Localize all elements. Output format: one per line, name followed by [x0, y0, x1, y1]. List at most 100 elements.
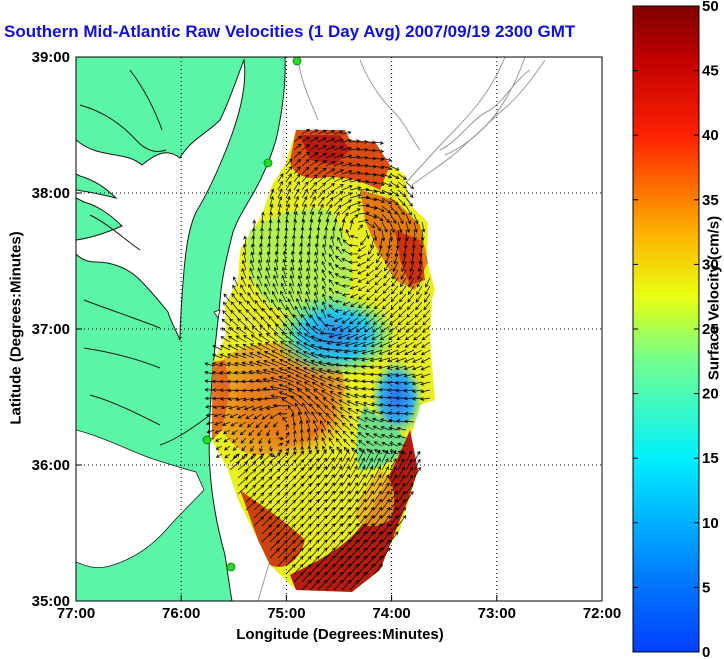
velocity-arrow	[238, 300, 247, 311]
velocity-arrow	[325, 175, 336, 183]
velocity-arrow	[373, 555, 383, 567]
velocity-arrow	[365, 148, 377, 153]
velocity-arrow	[382, 293, 391, 302]
velocity-arrow	[392, 269, 399, 280]
velocity-arrow	[395, 357, 407, 363]
velocity-arrow	[364, 317, 375, 325]
velocity-arrow	[365, 221, 376, 228]
velocity-arrow	[312, 419, 319, 431]
velocity-arrow	[220, 405, 231, 410]
velocity-arrow	[317, 555, 328, 567]
velocity-arrow	[334, 349, 351, 353]
velocity-arrow	[341, 422, 351, 431]
velocity-arrow	[328, 437, 335, 447]
velocity-arrow	[370, 341, 383, 348]
velocity-arrow	[349, 465, 358, 479]
velocity-arrow	[333, 506, 343, 519]
velocity-arrow	[421, 221, 426, 233]
x-tick-label: 75:00	[267, 605, 305, 622]
velocity-arrow	[412, 341, 423, 348]
velocity-arrow	[293, 158, 302, 167]
velocity-arrow	[258, 251, 263, 263]
velocity-arrow	[270, 376, 287, 383]
velocity-arrow	[327, 376, 343, 383]
velocity-arrow	[330, 398, 343, 407]
velocity-arrow	[261, 516, 273, 527]
velocity-arrow	[373, 523, 383, 535]
velocity-arrow	[213, 413, 223, 418]
velocity-arrow	[297, 274, 303, 287]
velocity-arrow	[275, 429, 280, 437]
velocity-arrow	[309, 523, 320, 535]
velocity-arrow	[306, 259, 311, 271]
velocity-arrow	[277, 436, 285, 441]
velocity-arrow	[397, 221, 403, 234]
velocity-arrow	[373, 309, 383, 318]
velocity-arrow	[397, 474, 406, 487]
velocity-arrow	[311, 411, 319, 423]
velocity-arrow	[341, 258, 351, 263]
velocity-arrow	[357, 506, 367, 519]
velocity-arrow	[301, 151, 310, 159]
velocity-arrow	[352, 349, 367, 355]
velocity-arrow	[353, 341, 367, 348]
velocity-arrow	[327, 429, 335, 439]
y-tick-label: 38:00	[32, 185, 70, 202]
velocity-arrow	[341, 138, 352, 143]
velocity-arrow	[292, 429, 297, 439]
velocity-arrow	[366, 293, 375, 301]
velocity-arrow	[357, 179, 370, 184]
velocity-arrow	[266, 258, 271, 271]
velocity-arrow	[371, 410, 383, 415]
velocity-arrow	[317, 490, 328, 503]
velocity-arrow	[323, 234, 327, 247]
velocity-arrow	[381, 157, 393, 162]
velocity-arrow	[397, 317, 407, 326]
velocity-arrow	[285, 195, 291, 207]
velocity-arrow	[318, 412, 327, 423]
velocity-arrow	[366, 285, 375, 293]
velocity-arrow	[253, 476, 265, 487]
velocity-arrow	[411, 396, 423, 401]
velocity-arrow	[204, 370, 215, 375]
velocity-arrow	[271, 350, 287, 359]
velocity-arrow	[397, 450, 407, 455]
velocity-arrow	[373, 157, 385, 162]
velocity-arrow	[389, 449, 397, 463]
velocity-arrow	[397, 490, 406, 503]
velocity-arrow	[413, 325, 423, 333]
velocity-arrow	[373, 433, 383, 439]
velocity-arrow	[341, 185, 353, 191]
velocity-arrow	[325, 506, 336, 519]
velocity-arrow	[325, 161, 336, 167]
velocity-arrow	[299, 242, 304, 255]
velocity-arrow	[358, 448, 367, 455]
velocity-arrow	[212, 396, 223, 401]
velocity-arrow	[258, 259, 263, 271]
velocity-arrow	[301, 402, 311, 415]
radar-station	[202, 435, 212, 445]
velocity-arrow	[265, 333, 279, 343]
velocity-arrow	[247, 292, 255, 303]
velocity-arrow	[349, 514, 359, 527]
velocity-arrow	[317, 515, 328, 527]
velocity-arrow	[341, 473, 351, 487]
velocity-arrow	[227, 353, 239, 359]
velocity-arrow	[280, 340, 295, 351]
velocity-arrow	[357, 139, 369, 144]
velocity-arrow	[386, 380, 399, 385]
velocity-arrow	[261, 413, 271, 420]
velocity-arrow	[260, 316, 271, 327]
velocity-arrow	[309, 547, 320, 559]
velocity-arrow	[366, 448, 375, 455]
colorbar	[632, 5, 700, 653]
velocity-arrow	[367, 245, 375, 255]
velocity-arrow	[357, 482, 366, 495]
velocity-arrow	[204, 396, 215, 401]
velocity-arrow	[381, 474, 390, 487]
velocity-arrow	[253, 468, 265, 479]
velocity-arrow	[322, 293, 327, 303]
velocity-arrow	[297, 282, 303, 295]
velocity-arrow	[219, 344, 231, 351]
